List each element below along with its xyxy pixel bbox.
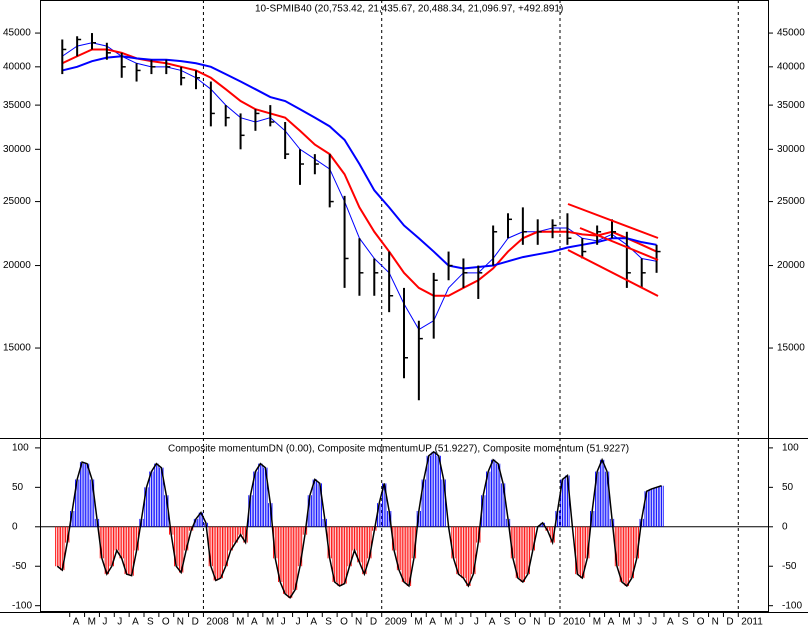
y-tick-label: 30000 xyxy=(777,144,805,155)
y-tick-label: -50 xyxy=(12,561,27,572)
y-tick-label: -100 xyxy=(12,600,32,611)
x-tick-label: M xyxy=(266,617,274,628)
x-tick-label: S xyxy=(504,617,511,628)
y-tick-label: 0 xyxy=(782,521,788,532)
x-tick-label: J xyxy=(281,617,286,628)
x-tick-label: A xyxy=(310,617,317,628)
x-tick-label: A xyxy=(251,617,258,628)
y-tick-label: 45000 xyxy=(777,28,805,39)
plot-frame xyxy=(40,0,769,612)
y-tick-label: 20000 xyxy=(3,260,31,271)
x-tick-label: M xyxy=(88,617,96,628)
x-tick-label: M xyxy=(622,617,630,628)
y-tick-label: 35000 xyxy=(3,100,31,111)
y-tick-label: 15000 xyxy=(3,343,31,354)
x-tick-label: A xyxy=(608,617,615,628)
channel-middle xyxy=(579,227,659,261)
x-tick-label: J xyxy=(296,617,301,628)
x-tick-label: D xyxy=(548,617,555,628)
y-tick-label: 35000 xyxy=(777,100,805,111)
y-tick-label: 50 xyxy=(782,482,794,493)
moving-average xyxy=(61,48,657,297)
x-tick-label: S xyxy=(147,617,154,628)
x-tick-label: O xyxy=(340,617,348,628)
y-tick-label: 20000 xyxy=(777,260,805,271)
x-tick-label: N xyxy=(712,617,719,628)
marks: A M J J A S O N D 2008 M A M J J A S O N D 2009 M A M J J A S O N D 201… xyxy=(3,0,805,628)
x-tick-label: O xyxy=(162,617,170,628)
y-tick-label: 100 xyxy=(12,443,29,454)
x-tick-label: M xyxy=(444,617,452,628)
y-tick-label: 100 xyxy=(782,443,799,454)
momentum-title: Composite momentumDN (0.00), Composite m… xyxy=(168,444,629,455)
x-tick-label: J xyxy=(474,617,479,628)
y-tick-label: 40000 xyxy=(777,61,805,72)
moving-average xyxy=(62,42,657,331)
momentum-line xyxy=(56,450,662,599)
x-tick-label: A xyxy=(73,617,80,628)
y-tick-label: 25000 xyxy=(3,196,31,207)
x-tick-label: D xyxy=(192,617,199,628)
y-tick-label: -50 xyxy=(782,561,797,572)
x-tick-label: J xyxy=(102,617,107,628)
x-tick-label: A xyxy=(489,617,496,628)
x-tick-label: M xyxy=(236,617,244,628)
x-tick-label: 2008 xyxy=(206,617,229,628)
x-tick-label: 2009 xyxy=(385,617,408,628)
y-tick-label: 30000 xyxy=(3,144,31,155)
x-tick-label: N xyxy=(533,617,540,628)
x-tick-label: M xyxy=(593,617,601,628)
x-tick-label: D xyxy=(370,617,377,628)
x-tick-label: N xyxy=(177,617,184,628)
x-tick-label: J xyxy=(459,617,464,628)
x-tick-label: S xyxy=(682,617,689,628)
x-tick-label: J xyxy=(637,617,642,628)
channel-lower xyxy=(567,249,659,297)
x-tick-label: A xyxy=(132,617,139,628)
channel-upper xyxy=(567,203,659,239)
y-tick-label: 25000 xyxy=(777,196,805,207)
x-tick-label: O xyxy=(518,617,526,628)
y-tick-label: 0 xyxy=(12,521,18,532)
y-tick-label: 40000 xyxy=(3,61,31,72)
x-tick-label: M xyxy=(414,617,422,628)
x-tick-label: 2010 xyxy=(563,617,586,628)
chart-title: 10-SPMIB40 (20,753.42, 21,435.67, 20,488… xyxy=(255,4,563,15)
x-tick-label: S xyxy=(325,617,332,628)
x-tick-label: N xyxy=(355,617,362,628)
y-tick-label: 50 xyxy=(12,482,24,493)
x-tick-label: A xyxy=(429,617,436,628)
y-tick-label: 45000 xyxy=(3,28,31,39)
y-tick-label: -100 xyxy=(782,600,802,611)
x-tick-label: O xyxy=(697,617,705,628)
y-tick-label: 15000 xyxy=(777,343,805,354)
x-tick-label: A xyxy=(667,617,674,628)
x-tick-label: J xyxy=(652,617,657,628)
x-tick-label: J xyxy=(117,617,122,628)
moving-average xyxy=(62,55,657,270)
x-tick-label: 2011 xyxy=(741,617,763,628)
x-tick-label: D xyxy=(726,617,733,628)
